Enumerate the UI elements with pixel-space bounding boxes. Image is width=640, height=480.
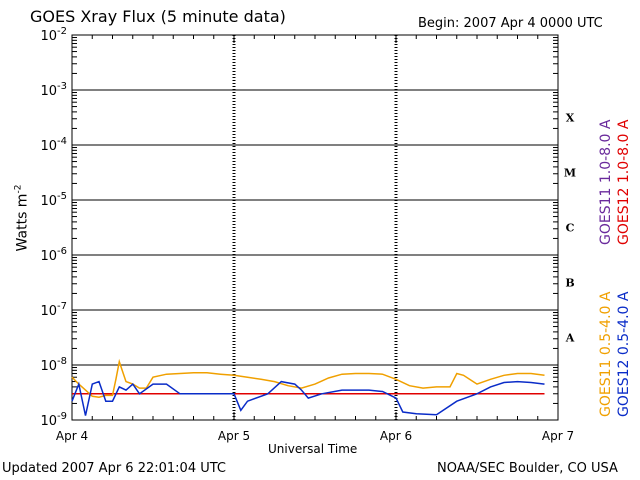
x-axis-label: Universal Time — [268, 442, 358, 456]
flare-class-label: A — [565, 332, 575, 345]
y-tick-label: 10-7 — [40, 301, 67, 319]
plot-frame — [71, 34, 559, 421]
credit-text: NOAA/SEC Boulder, CO USA — [437, 461, 618, 476]
legend-goes12-long-label: GOES12 1.0-8.0 A — [616, 119, 632, 245]
y-tick-label: 10-8 — [40, 356, 67, 374]
x-tick-label: Apr 6 — [380, 429, 412, 443]
series-line-goes11-0-5-4-0-a — [71, 358, 545, 398]
chart-title: GOES Xray Flux (5 minute data) — [30, 7, 286, 26]
flare-class-label: C — [566, 222, 575, 235]
flare-class-label: X — [566, 112, 575, 125]
legend-goes11-long-label: GOES11 1.0-8.0 A — [598, 119, 614, 245]
x-tick-label: Apr 7 — [542, 429, 574, 443]
begin-time: Begin: 2007 Apr 4 0000 UTC — [418, 16, 603, 31]
updated-timestamp: Updated 2007 Apr 6 22:01:04 UTC — [2, 461, 226, 476]
legend-goes12-short-label: GOES12 0.5-4.0 A — [616, 291, 632, 417]
y-tick-label: 10-9 — [40, 411, 67, 429]
series-line-goes12-0-5-4-0-a — [71, 380, 545, 416]
y-tick-label: 10-6 — [40, 246, 67, 264]
y-tick-label: 10-4 — [40, 136, 67, 154]
y-tick-label: 10-2 — [40, 26, 67, 44]
y-tick-label: 10-3 — [40, 81, 67, 99]
x-tick-label: Apr 5 — [218, 429, 250, 443]
flare-class-label: M — [564, 167, 576, 180]
flare-class-label: B — [565, 277, 574, 290]
legend-goes11-short-label: GOES11 0.5-4.0 A — [598, 291, 614, 417]
y-tick-label: 10-5 — [40, 191, 67, 209]
x-tick-label: Apr 4 — [56, 429, 88, 443]
